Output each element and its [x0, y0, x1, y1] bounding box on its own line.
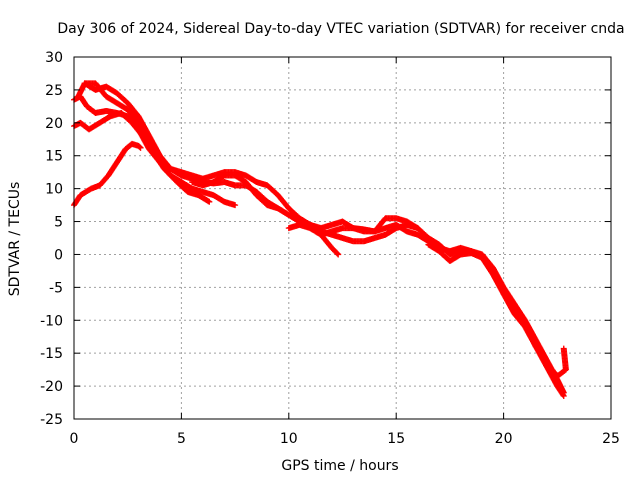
x-tick-label: 10: [280, 431, 298, 447]
series-track-5: [81, 80, 421, 245]
y-tick-label: 10: [45, 182, 63, 198]
data-points-layer: [71, 80, 569, 399]
y-tick-label: 15: [45, 149, 63, 165]
axis-ticks: 0 5 10 15 20 25 -25 -20 -15 -10 -5 0 5 10 15 20 25 30: [40, 50, 620, 447]
y-tick-label: -10: [40, 313, 63, 329]
y-tick-label: -25: [40, 412, 63, 428]
series-track-8: [403, 221, 567, 399]
x-tick-label: 15: [387, 431, 405, 447]
data-point: [560, 345, 567, 352]
series-track-1: [71, 140, 144, 209]
data-point: [560, 392, 567, 399]
grid-lines: [74, 57, 611, 419]
series-track-9: [425, 241, 569, 380]
x-axis-label: GPS time / hours: [281, 458, 398, 474]
data-point: [335, 251, 342, 258]
y-tick-label: 30: [45, 50, 63, 66]
data-point: [136, 144, 143, 151]
data-point: [334, 250, 341, 257]
x-tick-label: 0: [70, 431, 79, 447]
data-point: [206, 198, 213, 205]
y-axis-label: SDTVAR / TECUs: [7, 182, 23, 297]
y-tick-label: 0: [54, 247, 63, 263]
y-tick-label: -20: [40, 379, 63, 395]
chart-title: Day 306 of 2024, Sidereal Day-to-day VTE…: [57, 21, 624, 37]
y-tick-label: 20: [45, 116, 63, 132]
y-tick-label: 5: [54, 215, 63, 231]
series-track-7: [285, 221, 567, 396]
x-tick-label: 20: [495, 431, 513, 447]
y-tick-label: -5: [49, 280, 63, 296]
x-tick-label: 25: [602, 431, 620, 447]
x-tick-label: 5: [177, 431, 186, 447]
y-tick-label: 25: [45, 83, 63, 99]
y-tick-label: -15: [40, 346, 63, 362]
data-point: [137, 144, 144, 151]
plot-frame: [73, 56, 612, 420]
data-point: [232, 202, 239, 209]
